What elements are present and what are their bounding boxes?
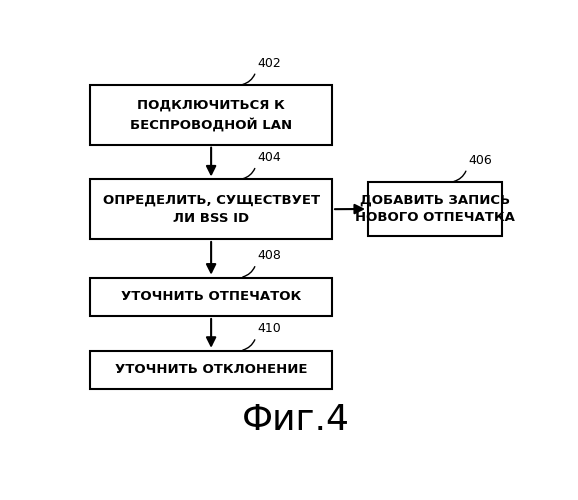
Text: 404: 404 [257, 151, 281, 164]
Text: ОПРЕДЕЛИТЬ, СУЩЕСТВУЕТ
ЛИ BSS ID: ОПРЕДЕЛИТЬ, СУЩЕСТВУЕТ ЛИ BSS ID [102, 194, 320, 224]
Text: 410: 410 [257, 322, 281, 336]
FancyBboxPatch shape [90, 350, 332, 389]
Text: ДОБАВИТЬ ЗАПИСЬ
НОВОГО ОТПЕЧАТКА: ДОБАВИТЬ ЗАПИСЬ НОВОГО ОТПЕЧАТКА [355, 194, 515, 224]
Text: УТОЧНИТЬ ОТКЛОНЕНИЕ: УТОЧНИТЬ ОТКЛОНЕНИЕ [115, 364, 307, 376]
FancyBboxPatch shape [368, 182, 502, 236]
Text: УТОЧНИТЬ ОТПЕЧАТОК: УТОЧНИТЬ ОТПЕЧАТОК [121, 290, 301, 304]
FancyBboxPatch shape [90, 180, 332, 239]
FancyBboxPatch shape [90, 85, 332, 144]
FancyBboxPatch shape [90, 278, 332, 316]
Text: 402: 402 [257, 56, 281, 70]
Text: ПОДКЛЮЧИТЬСЯ К
БЕСПРОВОДНОЙ LAN: ПОДКЛЮЧИТЬСЯ К БЕСПРОВОДНОЙ LAN [130, 98, 292, 131]
Text: 408: 408 [257, 249, 281, 262]
Text: 406: 406 [468, 154, 492, 166]
Text: Фиг.4: Фиг.4 [242, 404, 350, 438]
